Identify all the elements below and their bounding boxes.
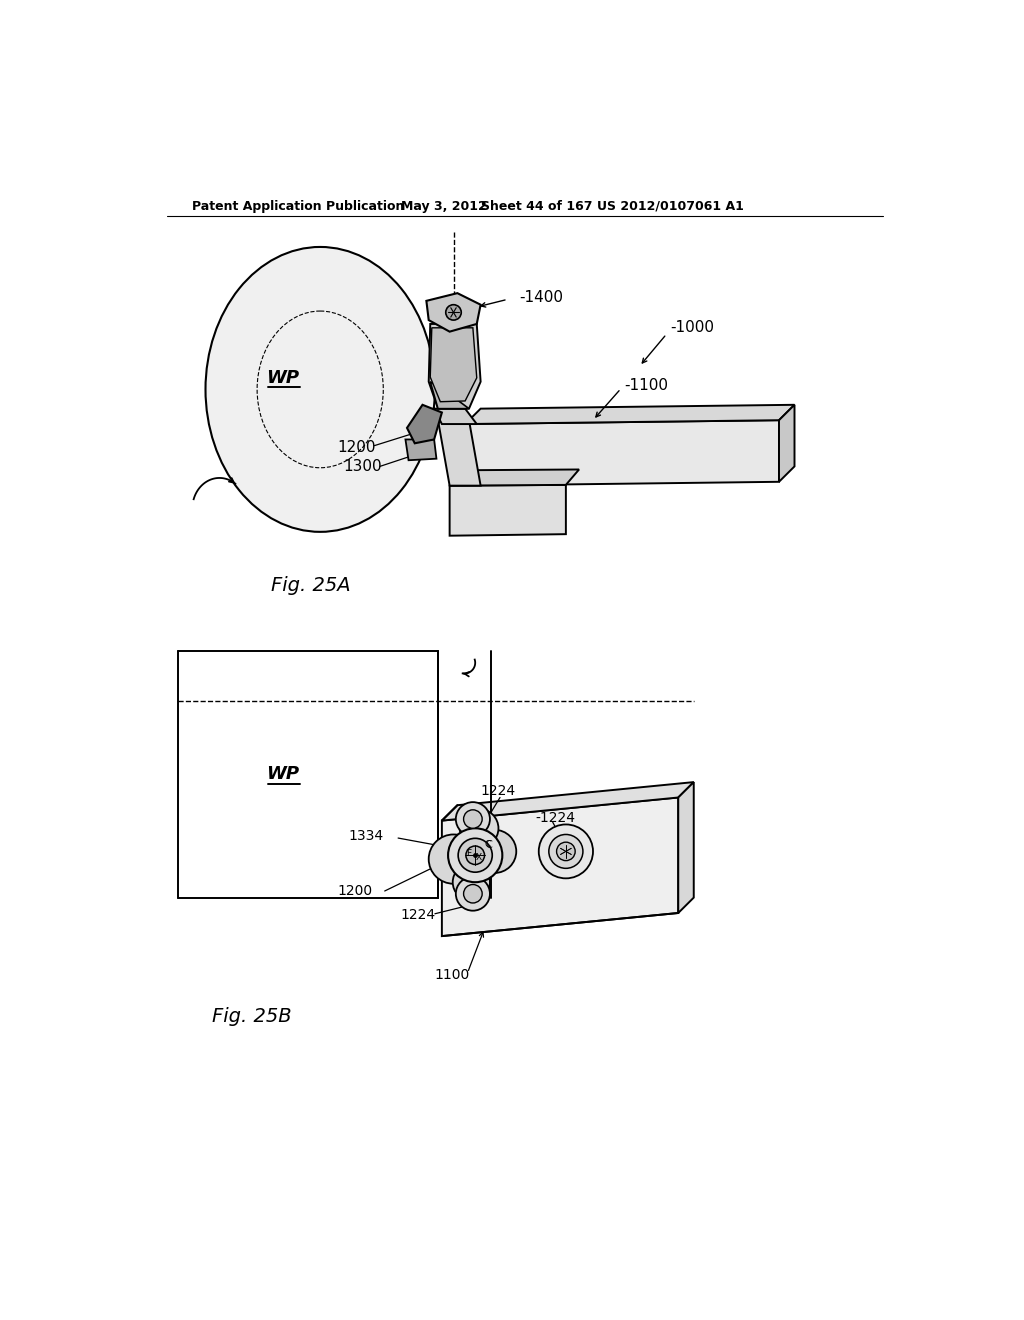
Circle shape [464, 810, 482, 829]
Text: C: C [484, 840, 490, 849]
Polygon shape [429, 323, 480, 409]
Circle shape [557, 842, 575, 861]
Text: -1400: -1400 [519, 289, 563, 305]
Circle shape [549, 834, 583, 869]
Polygon shape [442, 781, 693, 821]
Text: US 2012/0107061 A1: US 2012/0107061 A1 [597, 199, 743, 213]
Polygon shape [450, 484, 566, 536]
Circle shape [458, 838, 493, 873]
Text: May 3, 2012: May 3, 2012 [400, 199, 486, 213]
Polygon shape [430, 381, 469, 409]
Polygon shape [434, 409, 477, 424]
Circle shape [429, 834, 478, 884]
Polygon shape [442, 797, 678, 936]
Circle shape [449, 829, 503, 882]
Polygon shape [407, 405, 442, 444]
Text: WP: WP [266, 766, 300, 783]
Text: WP: WP [266, 368, 300, 387]
Text: C: C [485, 841, 493, 850]
Circle shape [456, 803, 489, 836]
Text: -1224: -1224 [535, 812, 574, 825]
Polygon shape [430, 327, 477, 401]
Text: F: F [466, 849, 471, 858]
Ellipse shape [206, 247, 435, 532]
Polygon shape [450, 470, 579, 486]
Polygon shape [465, 405, 795, 424]
Circle shape [466, 846, 484, 865]
Text: -1100: -1100 [624, 378, 668, 393]
Circle shape [456, 876, 489, 911]
Circle shape [464, 884, 482, 903]
Circle shape [473, 830, 516, 873]
Text: Patent Application Publication: Patent Application Publication [191, 199, 403, 213]
Text: 1334: 1334 [349, 829, 384, 843]
Text: Sheet 44 of 167: Sheet 44 of 167 [480, 199, 592, 213]
Text: -1000: -1000 [671, 321, 715, 335]
Polygon shape [779, 405, 795, 482]
Polygon shape [438, 420, 480, 486]
Circle shape [539, 825, 593, 878]
Circle shape [453, 863, 489, 900]
Text: 1300: 1300 [343, 459, 382, 474]
Polygon shape [426, 293, 480, 331]
Circle shape [445, 305, 461, 321]
Text: 1224: 1224 [480, 784, 516, 799]
Polygon shape [678, 781, 693, 913]
Text: 1200: 1200 [337, 884, 373, 899]
Text: X: X [475, 853, 481, 862]
Text: 1224: 1224 [400, 908, 436, 921]
Polygon shape [465, 420, 779, 486]
Text: Fig. 25A: Fig. 25A [271, 577, 351, 595]
Text: Fig. 25B: Fig. 25B [212, 1007, 291, 1027]
Polygon shape [406, 440, 436, 461]
Circle shape [460, 809, 499, 847]
Text: 1200: 1200 [337, 440, 376, 454]
Text: 1100: 1100 [434, 968, 469, 982]
